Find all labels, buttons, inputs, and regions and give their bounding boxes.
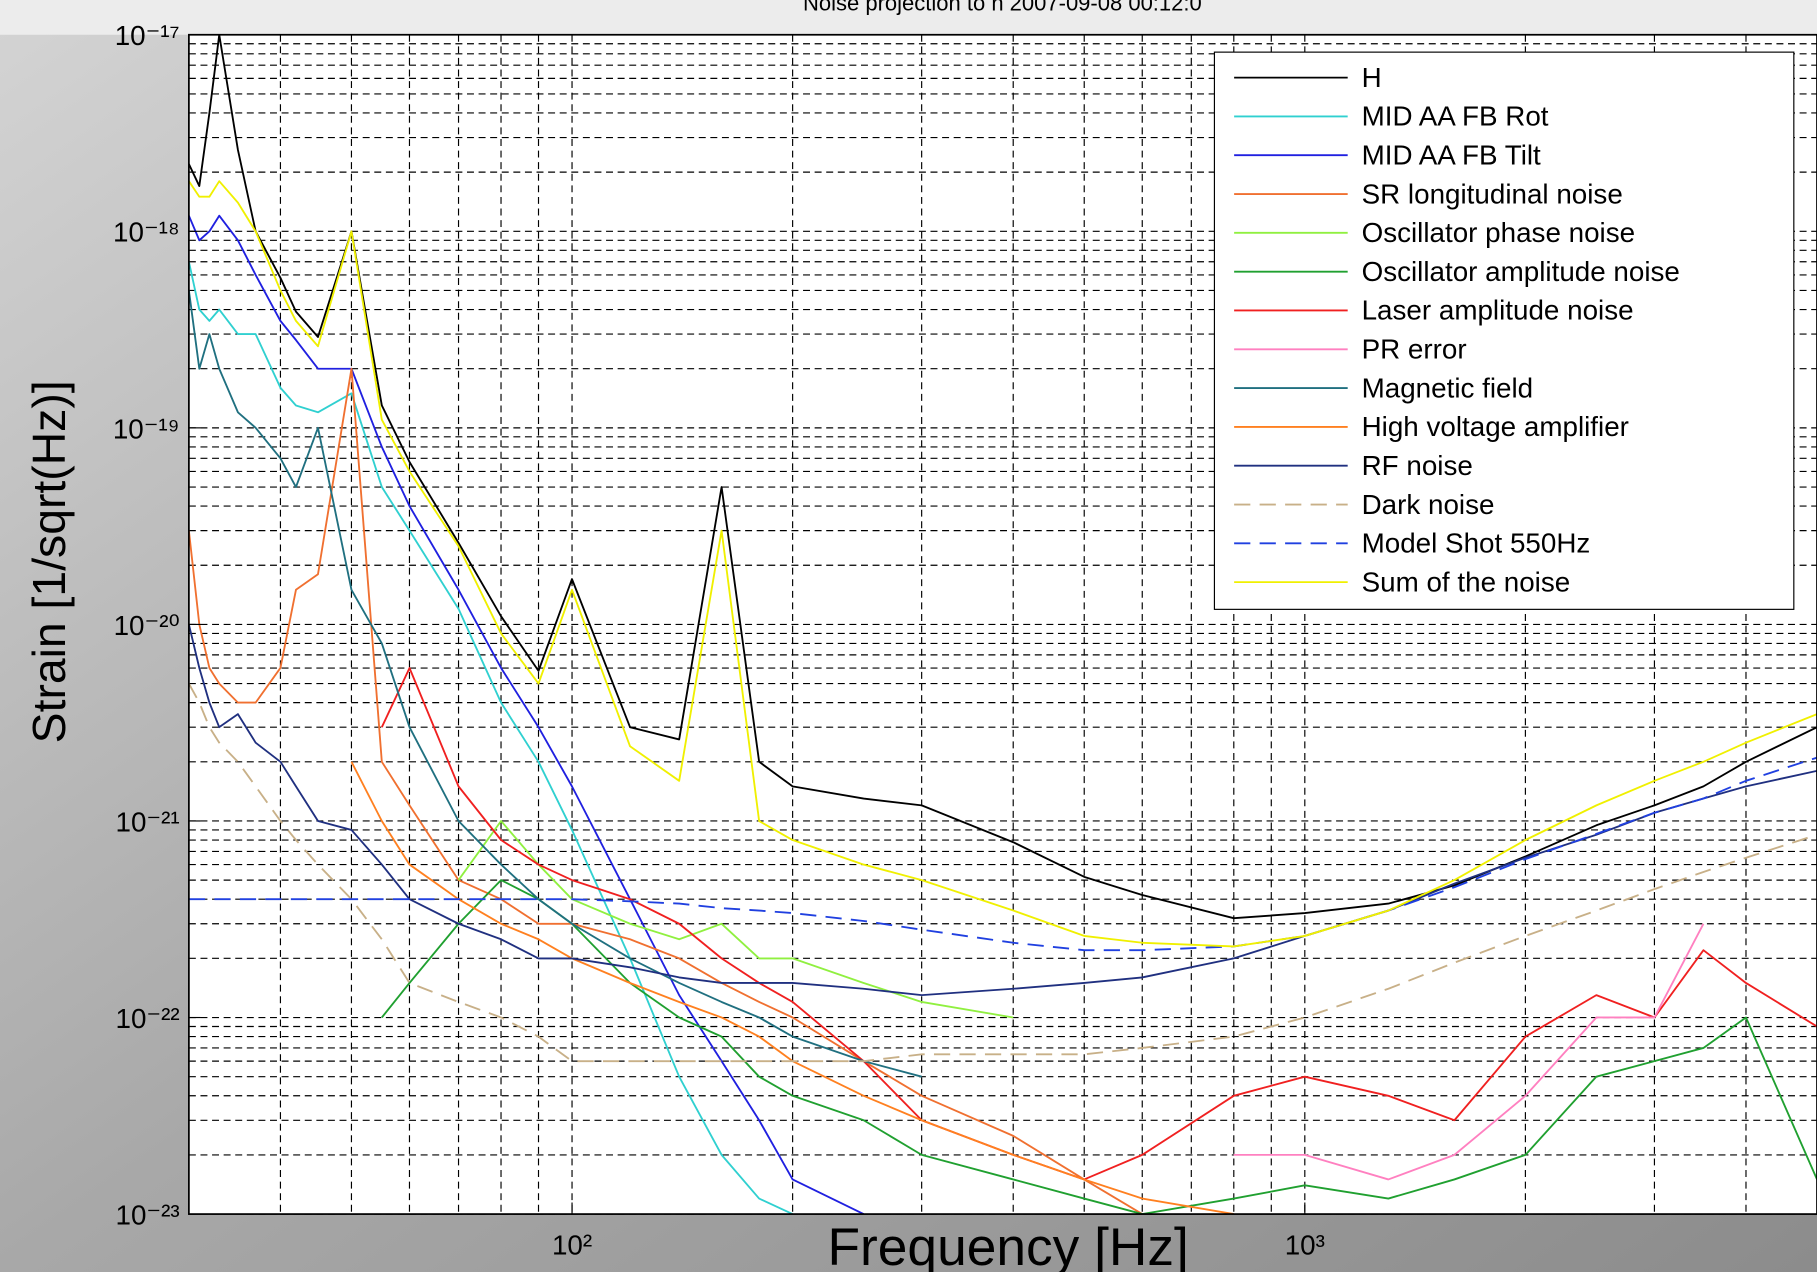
legend-label: H bbox=[1362, 62, 1382, 93]
x-tick-label: 10³ bbox=[1285, 1230, 1325, 1261]
y-tick-label: 10⁻²² bbox=[115, 1003, 179, 1034]
legend-label: PR error bbox=[1362, 334, 1467, 365]
series-line bbox=[350, 761, 1234, 1215]
series-line bbox=[188, 683, 1817, 1063]
series-line bbox=[188, 290, 922, 1078]
x-axis-label: Frequency [Hz] bbox=[827, 1218, 1188, 1272]
series-lines bbox=[188, 34, 1817, 1215]
legend-label: Model Shot 550Hz bbox=[1362, 528, 1591, 559]
legend-label: Magnetic field bbox=[1362, 372, 1534, 403]
series-line bbox=[188, 214, 865, 1215]
legend-label: High voltage amplifier bbox=[1362, 411, 1629, 442]
y-axis-label: Strain [1/sqrt(Hz)] bbox=[23, 380, 75, 743]
series-line bbox=[188, 624, 1817, 997]
series-line bbox=[188, 367, 1143, 1215]
series-line bbox=[1233, 923, 1705, 1181]
chart-title: Noise projection to h 2007-09-08 00:12:0 bbox=[803, 0, 1202, 15]
y-tick-label: 10⁻²⁰ bbox=[114, 610, 180, 641]
y-tick-label: 10⁻¹⁷ bbox=[115, 20, 180, 51]
tick-labels: 10² 10³ 10⁻²³ 10⁻²² 10⁻²¹ 10⁻²⁰ 10⁻¹⁹ 10⁻¹⁸ 10⁻¹… bbox=[113, 20, 1325, 1260]
series-line bbox=[188, 756, 1817, 952]
legend-label: RF noise bbox=[1362, 450, 1473, 481]
series-line bbox=[188, 261, 794, 1215]
top-band bbox=[0, 0, 1817, 35]
legend-label: Laser amplitude noise bbox=[1362, 295, 1634, 326]
y-tick-label: 10⁻²¹ bbox=[115, 806, 179, 837]
series-line bbox=[457, 820, 1014, 1019]
legend-label: MID AA FB Tilt bbox=[1362, 140, 1541, 171]
legend-label: Oscillator amplitude noise bbox=[1362, 256, 1680, 287]
y-tick-label: 10⁻¹⁹ bbox=[113, 413, 180, 444]
series-line bbox=[188, 34, 1817, 920]
legend: H MID AA FB Rot MID AA FB Tilt SR longitudi… bbox=[1213, 51, 1795, 610]
legend-label: SR longitudinal noise bbox=[1362, 178, 1623, 209]
legend-label: Sum of the noise bbox=[1362, 566, 1571, 597]
legend-label: Oscillator phase noise bbox=[1362, 217, 1636, 248]
legend-box bbox=[1213, 51, 1795, 610]
series-line bbox=[188, 180, 1817, 948]
legend-label: MID AA FB Rot bbox=[1362, 101, 1549, 132]
x-tick-label: 10² bbox=[552, 1230, 592, 1261]
y-tick-label: 10⁻¹⁸ bbox=[113, 217, 180, 248]
legend-label: Dark noise bbox=[1362, 489, 1495, 520]
y-tick-label: 10⁻²³ bbox=[115, 1200, 179, 1231]
